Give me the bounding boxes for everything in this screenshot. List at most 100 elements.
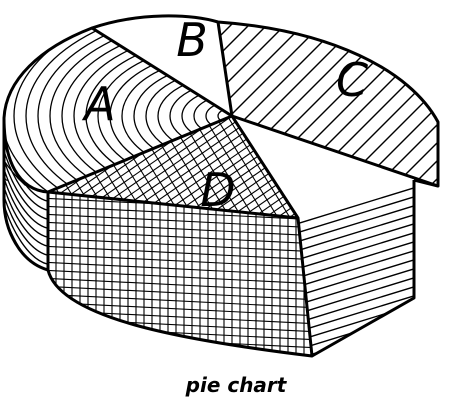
stripe-line — [298, 248, 414, 290]
stripe-line — [298, 180, 414, 200]
stripe-line — [298, 185, 414, 227]
stripe-line — [4, 226, 48, 270]
grid-line — [203, 116, 298, 218]
outline-path — [2, 118, 49, 272]
grid-line — [107, 116, 298, 218]
grid-line — [48, 317, 312, 333]
stripe-line — [4, 154, 48, 230]
grid-line — [324, 80, 468, 260]
grid-line — [203, 116, 298, 218]
grid-line — [40, 358, 320, 372]
grid-line — [456, 0, 468, 260]
grid-line — [336, 0, 468, 260]
stripe-line — [4, 163, 48, 239]
grid-line — [396, 80, 468, 260]
hatch-line — [249, 22, 438, 186]
arc-line — [157, 74, 232, 158]
hatch-line — [218, 22, 438, 186]
arc-line — [109, 48, 232, 184]
grid-line — [83, 116, 298, 218]
stripe-line — [4, 190, 48, 266]
arc-line — [193, 94, 232, 138]
stripe-line — [4, 145, 48, 221]
grid-line — [48, 245, 312, 261]
chart-caption: pie chart — [185, 373, 288, 397]
hatch-line — [231, 22, 438, 186]
grid-line — [48, 277, 312, 293]
outline-path — [46, 192, 314, 358]
arc-line — [13, 28, 232, 192]
stripe-line — [298, 266, 414, 308]
stripe-line — [4, 235, 48, 270]
arc-line — [37, 28, 232, 192]
arc-line — [25, 28, 232, 192]
stripe-line — [298, 230, 414, 272]
arc-line — [205, 101, 232, 131]
stripe-line — [0, 281, 52, 355]
grid-line — [287, 116, 298, 218]
grid-line — [456, 80, 468, 260]
grid-line — [48, 301, 312, 317]
hatch-line — [218, 22, 293, 186]
grid-line — [48, 116, 149, 218]
stripe-line — [4, 136, 48, 212]
hatch-line — [321, 22, 438, 186]
hatch-line — [0, 0, 166, 240]
grid-line — [48, 229, 312, 245]
grid-line — [48, 285, 312, 301]
grid-line — [48, 205, 312, 221]
stripe-line — [298, 180, 414, 218]
slice-d-side — [40, 192, 320, 372]
hatch-line — [303, 22, 438, 186]
grid-line — [48, 116, 237, 218]
grid-line — [48, 341, 312, 356]
outline-path — [46, 114, 300, 220]
grid-line — [155, 116, 298, 218]
grid-line — [48, 237, 312, 253]
grid-line — [131, 116, 293, 218]
outline-path — [311, 180, 416, 358]
hatch-line — [218, 22, 275, 186]
grid-line — [48, 221, 312, 237]
stripe-line — [4, 181, 48, 257]
arc-line — [61, 28, 232, 192]
arc-line — [145, 68, 232, 164]
hatch-line — [218, 22, 311, 186]
arc-line — [121, 54, 232, 178]
hatch-line — [218, 22, 329, 186]
grid-line — [48, 116, 89, 218]
grid-line — [48, 309, 312, 325]
hatch-line — [267, 22, 438, 186]
arc-line — [169, 81, 232, 151]
arc-line — [73, 28, 232, 192]
grid-line — [48, 116, 297, 218]
stripe-line — [298, 275, 414, 317]
arc-line — [49, 28, 232, 192]
grid-line — [95, 116, 298, 218]
stripe-line — [298, 293, 414, 335]
grid-line — [48, 116, 261, 218]
outline-path — [91, 14, 440, 188]
stripe-line — [298, 212, 414, 254]
slice-label-c: C — [336, 53, 368, 107]
grid-line — [372, 0, 468, 260]
grid-line — [48, 253, 312, 269]
grid-line — [131, 116, 298, 218]
grid-line — [71, 116, 298, 218]
slice-label-b: B — [176, 13, 208, 67]
grid-line — [48, 261, 312, 277]
hatch-line — [285, 22, 438, 186]
grid-line — [348, 80, 468, 260]
stripe-line — [4, 208, 48, 270]
pie-outline — [2, 14, 440, 358]
grid-line — [48, 116, 273, 218]
stripe-line — [4, 253, 48, 270]
stripe-line — [0, 272, 52, 346]
grid-line — [48, 325, 312, 341]
hatch-line — [411, 22, 438, 186]
grid-line — [48, 116, 298, 218]
grid-line — [444, 0, 468, 260]
grid-line — [48, 293, 312, 309]
grid-line — [48, 116, 249, 218]
